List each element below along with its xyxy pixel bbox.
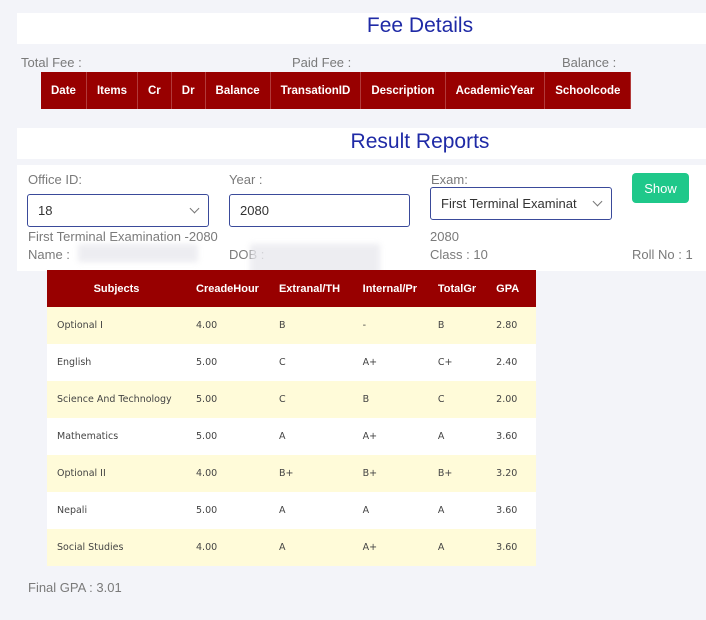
show-button[interactable]: Show: [632, 173, 689, 203]
fee-column-header: Dr: [171, 72, 206, 109]
paid-fee-label: Paid Fee :: [292, 55, 352, 70]
fee-column-header: Schoolcode: [544, 72, 632, 109]
fee-table-header: Date Items Cr Dr Balance TransationID Descript…: [41, 72, 632, 109]
table-cell: C: [427, 381, 487, 418]
redacted-name: [78, 244, 198, 262]
office-id-label: Office ID:: [28, 172, 82, 187]
table-cell: English: [47, 344, 186, 381]
student-name-label: Name :: [28, 247, 70, 262]
fee-column-header: Balance: [205, 72, 271, 109]
chevron-down-icon: [592, 196, 603, 207]
table-cell: 3.60: [486, 418, 536, 455]
table-cell: A+: [352, 418, 428, 455]
chevron-down-icon: [189, 203, 200, 214]
fee-column-header: Date: [41, 72, 87, 109]
result-title-band: [17, 128, 706, 159]
table-row: Optional II 4.00 B+ B+ B+ 3.20: [47, 455, 536, 492]
table-cell: A: [427, 418, 487, 455]
exam-year: 2080: [430, 229, 459, 244]
table-cell: B: [427, 307, 487, 344]
table-cell: 5.00: [186, 381, 269, 418]
table-cell: 5.00: [186, 492, 269, 529]
result-column-header: Extranal/TH: [268, 270, 353, 307]
table-row: Social Studies 4.00 A A+ A 3.60: [47, 529, 536, 566]
table-cell: 2.00: [486, 381, 536, 418]
table-row: English 5.00 C A+ C+ 2.40: [47, 344, 536, 381]
roll-no-label: Roll No : 1: [632, 247, 693, 262]
table-cell: 3.20: [486, 455, 536, 492]
final-gpa: Final GPA : 3.01: [28, 580, 122, 595]
balance-label: Balance :: [562, 55, 617, 70]
table-row: Mathematics 5.00 A A+ A 3.60: [47, 418, 536, 455]
fee-column-header: Cr: [137, 72, 172, 109]
table-cell: C: [268, 344, 353, 381]
table-cell: 3.60: [486, 529, 536, 566]
fee-details-title: Fee Details: [366, 14, 474, 37]
total-fee-label: Total Fee :: [21, 55, 82, 70]
year-value: 2080: [240, 203, 269, 218]
result-table: Subjects CreadeHour Extranal/TH Internal/Pr…: [47, 270, 536, 566]
table-cell: Optional I: [47, 307, 186, 344]
table-cell: B: [268, 307, 353, 344]
table-cell: Nepali: [47, 492, 186, 529]
table-cell: Social Studies: [47, 529, 186, 566]
table-row: Nepali 5.00 A A A 3.60: [47, 492, 536, 529]
exam-label: Exam:: [431, 172, 468, 187]
table-cell: Optional II: [47, 455, 186, 492]
table-cell: A: [352, 492, 428, 529]
office-id-select[interactable]: 18: [27, 194, 209, 227]
table-cell: B+: [268, 455, 353, 492]
year-input[interactable]: 2080: [229, 194, 410, 227]
result-reports-title: Result Reports: [350, 130, 490, 153]
fee-column-header: TransationID: [270, 72, 362, 109]
table-cell: B: [352, 381, 428, 418]
year-label: Year :: [229, 172, 263, 187]
table-cell: 4.00: [186, 529, 269, 566]
result-column-header: GPA: [486, 270, 536, 307]
exam-select[interactable]: First Terminal Examinat: [430, 187, 612, 220]
table-cell: A: [268, 492, 353, 529]
exam-heading: First Terminal Examination -2080: [28, 229, 218, 244]
table-cell: 4.00: [186, 455, 269, 492]
table-cell: A: [268, 529, 353, 566]
result-table-body: Optional I 4.00 B - B 2.80 English 5.00 C A+ C+ 2.4…: [47, 307, 536, 566]
table-cell: B+: [427, 455, 487, 492]
result-column-header: TotalGr: [427, 270, 487, 307]
result-column-header: Subjects: [47, 270, 186, 307]
table-cell: Mathematics: [47, 418, 186, 455]
table-cell: 3.60: [486, 492, 536, 529]
fee-column-header: AcademicYear: [445, 72, 546, 109]
table-cell: A: [268, 418, 353, 455]
office-id-value: 18: [38, 203, 53, 218]
result-column-header: CreadeHour: [186, 270, 269, 307]
class-label: Class : 10: [430, 247, 488, 262]
fee-column-header: Items: [86, 72, 138, 109]
fee-table: Date Items Cr Dr Balance TransationID Descript…: [41, 72, 632, 109]
table-cell: C: [268, 381, 353, 418]
fee-title-band: [17, 13, 706, 44]
fee-column-header: Description: [360, 72, 446, 109]
table-cell: C+: [427, 344, 487, 381]
table-row: Optional I 4.00 B - B 2.80: [47, 307, 536, 344]
table-cell: A+: [352, 344, 428, 381]
table-cell: 2.40: [486, 344, 536, 381]
table-cell: 5.00: [186, 418, 269, 455]
table-cell: A+: [352, 529, 428, 566]
table-cell: A: [427, 529, 487, 566]
table-cell: B+: [352, 455, 428, 492]
table-cell: Science And Technology: [47, 381, 186, 418]
table-cell: 4.00: [186, 307, 269, 344]
table-cell: A: [427, 492, 487, 529]
table-row: Science And Technology 5.00 C B C 2.00: [47, 381, 536, 418]
table-cell: 2.80: [486, 307, 536, 344]
table-cell: -: [352, 307, 428, 344]
table-cell: 5.00: [186, 344, 269, 381]
result-table-header: Subjects CreadeHour Extranal/TH Internal/Pr…: [47, 270, 536, 307]
result-column-header: Internal/Pr: [352, 270, 428, 307]
exam-value: First Terminal Examinat: [441, 196, 577, 211]
